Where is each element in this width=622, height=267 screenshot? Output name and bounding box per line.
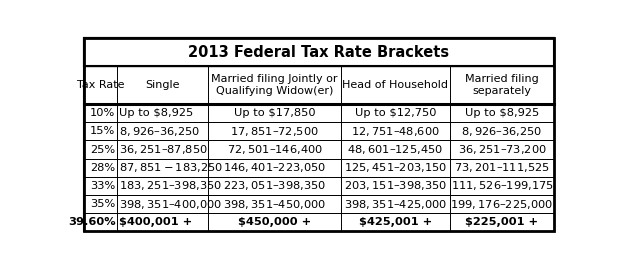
Text: 10%: 10% [90,108,116,118]
Text: $48,601 – $125,450: $48,601 – $125,450 [348,143,443,156]
Text: $225,001 +: $225,001 + [465,217,539,227]
Text: $36,251 – $87,850: $36,251 – $87,850 [119,143,208,156]
Text: $73,201 – $111,525: $73,201 – $111,525 [454,161,550,174]
Bar [83,66,554,104]
Text: $17,851 – $72,500: $17,851 – $72,500 [230,125,319,138]
Bar [83,195,554,213]
Text: Head of Household: Head of Household [343,80,448,90]
Text: $398,351 – $425,000: $398,351 – $425,000 [344,198,447,211]
Text: $72,501 – $146,400: $72,501 – $146,400 [226,143,323,156]
Text: $223,051 – $398,350: $223,051 – $398,350 [223,179,326,193]
Text: 25%: 25% [90,144,116,155]
Text: Up to $8,925: Up to $8,925 [465,108,539,118]
Text: $111,526 – $199,175: $111,526 – $199,175 [450,179,554,193]
Text: $87,851-$183,250: $87,851-$183,250 [119,161,223,174]
Text: $398,351 – $450,000: $398,351 – $450,000 [223,198,326,211]
Text: Up to $12,750: Up to $12,750 [355,108,436,118]
Text: Up to $8,925: Up to $8,925 [119,108,193,118]
Bar [83,213,554,231]
Text: $8,926 – $36,250: $8,926 – $36,250 [462,125,542,138]
Text: Up to $17,850: Up to $17,850 [234,108,315,118]
Text: Married filing
separately: Married filing separately [465,74,539,96]
Text: $125,451 – $203,150: $125,451 – $203,150 [344,161,447,174]
Text: $199,176 – $225,000: $199,176 – $225,000 [450,198,554,211]
Text: 35%: 35% [90,199,116,209]
Text: $8,926 – $36,250: $8,926 – $36,250 [119,125,200,138]
Text: $183,251 – $398,350: $183,251 – $398,350 [119,179,223,193]
Text: $400,001 +: $400,001 + [119,217,192,227]
Text: 39.60%: 39.60% [68,217,116,227]
Bar [83,104,554,122]
Text: $146,401 – $223,050: $146,401 – $223,050 [223,161,326,174]
Bar [83,38,554,66]
Text: 15%: 15% [90,126,116,136]
Text: $36,251 – $73,200: $36,251 – $73,200 [458,143,546,156]
Text: Tax Rate: Tax Rate [77,80,124,90]
Text: Single: Single [146,80,180,90]
Text: $12,751 – $48,600: $12,751 – $48,600 [351,125,440,138]
Text: $425,001 +: $425,001 + [359,217,432,227]
Bar [83,140,554,159]
Bar [83,177,554,195]
Text: $450,000 +: $450,000 + [238,217,311,227]
Bar [83,122,554,140]
Text: Married filing Jointly or
Qualifying Widow(er): Married filing Jointly or Qualifying Wid… [211,74,338,96]
Text: 28%: 28% [90,163,116,173]
Text: 33%: 33% [90,181,116,191]
Text: 2013 Federal Tax Rate Brackets: 2013 Federal Tax Rate Brackets [188,45,449,60]
Text: $203,151 – $398,350: $203,151 – $398,350 [344,179,447,193]
Text: $398,351 – $400,000: $398,351 – $400,000 [119,198,223,211]
Bar [83,159,554,177]
